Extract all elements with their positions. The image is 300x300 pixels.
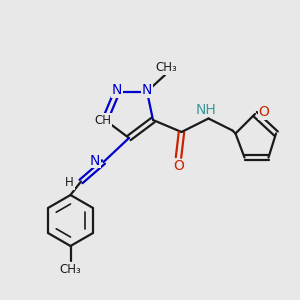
Text: H: H [65,176,74,190]
Text: N: N [90,154,100,167]
Text: CH₃: CH₃ [156,61,177,74]
Text: N: N [112,83,122,97]
Text: N: N [142,83,152,97]
Text: O: O [174,160,184,173]
Text: O: O [259,106,269,119]
Text: CH: CH [94,113,111,127]
Text: NH: NH [195,103,216,116]
Text: CH₃: CH₃ [60,263,81,276]
